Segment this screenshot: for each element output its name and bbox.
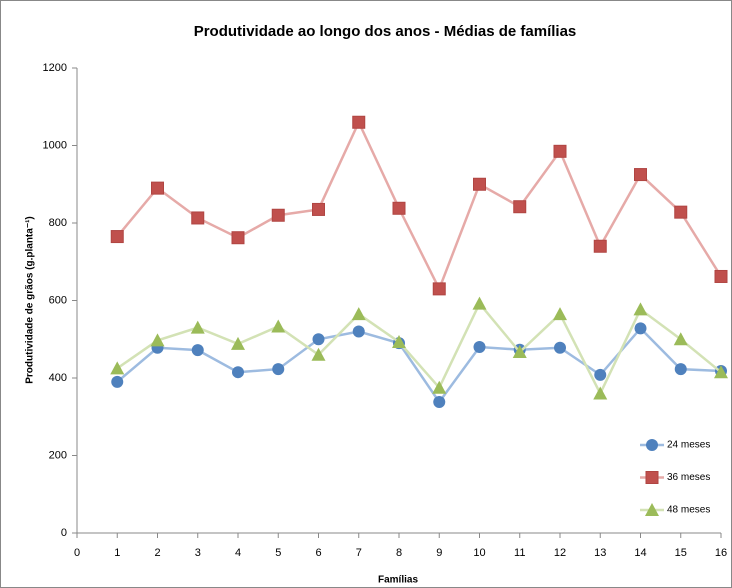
x-tick-label: 12 — [554, 547, 566, 559]
data-point — [351, 307, 366, 321]
data-point — [352, 325, 365, 338]
y-axis-title: Produtividade de grãos (g.planta⁻¹) — [25, 216, 36, 384]
chart-title: Produtividade ao longo dos anos - Médias… — [194, 23, 577, 40]
data-point — [634, 168, 647, 182]
data-point — [593, 239, 607, 253]
x-tick-label: 14 — [634, 547, 646, 559]
x-tick-label: 2 — [154, 547, 160, 559]
y-tick-label: 800 — [49, 217, 67, 229]
data-point — [674, 363, 687, 376]
data-point — [633, 302, 648, 316]
data-point — [232, 366, 244, 379]
y-tick-label: 400 — [49, 372, 67, 384]
y-tick-label: 0 — [61, 527, 67, 539]
x-tick-label: 15 — [675, 547, 687, 559]
y-tick-label: 1000 — [43, 139, 67, 151]
legend-label: 48 meses — [667, 505, 710, 516]
data-point — [714, 365, 728, 379]
data-point — [473, 341, 486, 353]
x-tick-label: 9 — [436, 547, 442, 559]
x-tick-label: 1 — [114, 547, 120, 559]
data-point — [272, 363, 285, 376]
data-point — [110, 230, 124, 244]
data-point — [151, 181, 164, 195]
data-point — [392, 334, 406, 348]
data-point — [311, 347, 326, 361]
x-tick-label: 13 — [594, 547, 606, 559]
series-line — [116, 119, 723, 292]
data-point — [432, 380, 447, 394]
legend-label: 24 meses — [667, 440, 710, 451]
data-point — [473, 177, 486, 191]
data-point — [593, 386, 608, 400]
legend-marker — [645, 503, 659, 516]
data-point — [271, 319, 286, 333]
y-tick-label: 1200 — [43, 62, 67, 74]
data-point — [674, 205, 688, 219]
data-point — [191, 211, 205, 225]
x-tick-label: 10 — [473, 547, 485, 559]
y-tick-label: 200 — [49, 449, 67, 461]
data-point — [553, 307, 567, 321]
data-point — [553, 144, 567, 158]
y-tick-label: 600 — [49, 294, 67, 306]
x-tick-label: 3 — [195, 547, 201, 559]
legend-label: 36 meses — [667, 472, 710, 483]
data-point — [634, 322, 647, 335]
data-point — [231, 231, 245, 245]
x-tick-label: 8 — [396, 547, 402, 559]
x-tick-label: 16 — [715, 547, 727, 559]
data-point — [191, 344, 204, 357]
series-line — [116, 301, 722, 397]
x-tick-label: 0 — [74, 547, 80, 559]
data-point — [392, 201, 406, 215]
data-point — [352, 115, 366, 129]
data-point — [110, 361, 125, 375]
x-tick-label: 11 — [514, 547, 525, 559]
data-point — [513, 200, 527, 214]
x-tick-label: 6 — [315, 547, 321, 559]
x-tick-label: 7 — [356, 547, 362, 559]
data-point — [271, 208, 285, 222]
legend-marker — [645, 471, 659, 484]
data-point — [150, 333, 165, 347]
data-point — [472, 296, 487, 310]
data-point — [512, 345, 527, 359]
x-axis-title: Famílias — [378, 575, 418, 586]
data-point — [231, 336, 245, 350]
data-point — [312, 333, 325, 346]
data-point — [190, 320, 205, 334]
data-point — [433, 396, 446, 409]
data-point — [111, 375, 124, 388]
x-tick-label: 4 — [235, 547, 241, 559]
data-point — [432, 282, 446, 296]
legend-marker — [646, 439, 658, 451]
data-point — [312, 202, 325, 216]
data-point — [594, 368, 607, 381]
x-tick-label: 5 — [275, 547, 281, 559]
data-point — [673, 332, 688, 346]
data-point — [554, 341, 566, 354]
data-point — [714, 269, 728, 283]
